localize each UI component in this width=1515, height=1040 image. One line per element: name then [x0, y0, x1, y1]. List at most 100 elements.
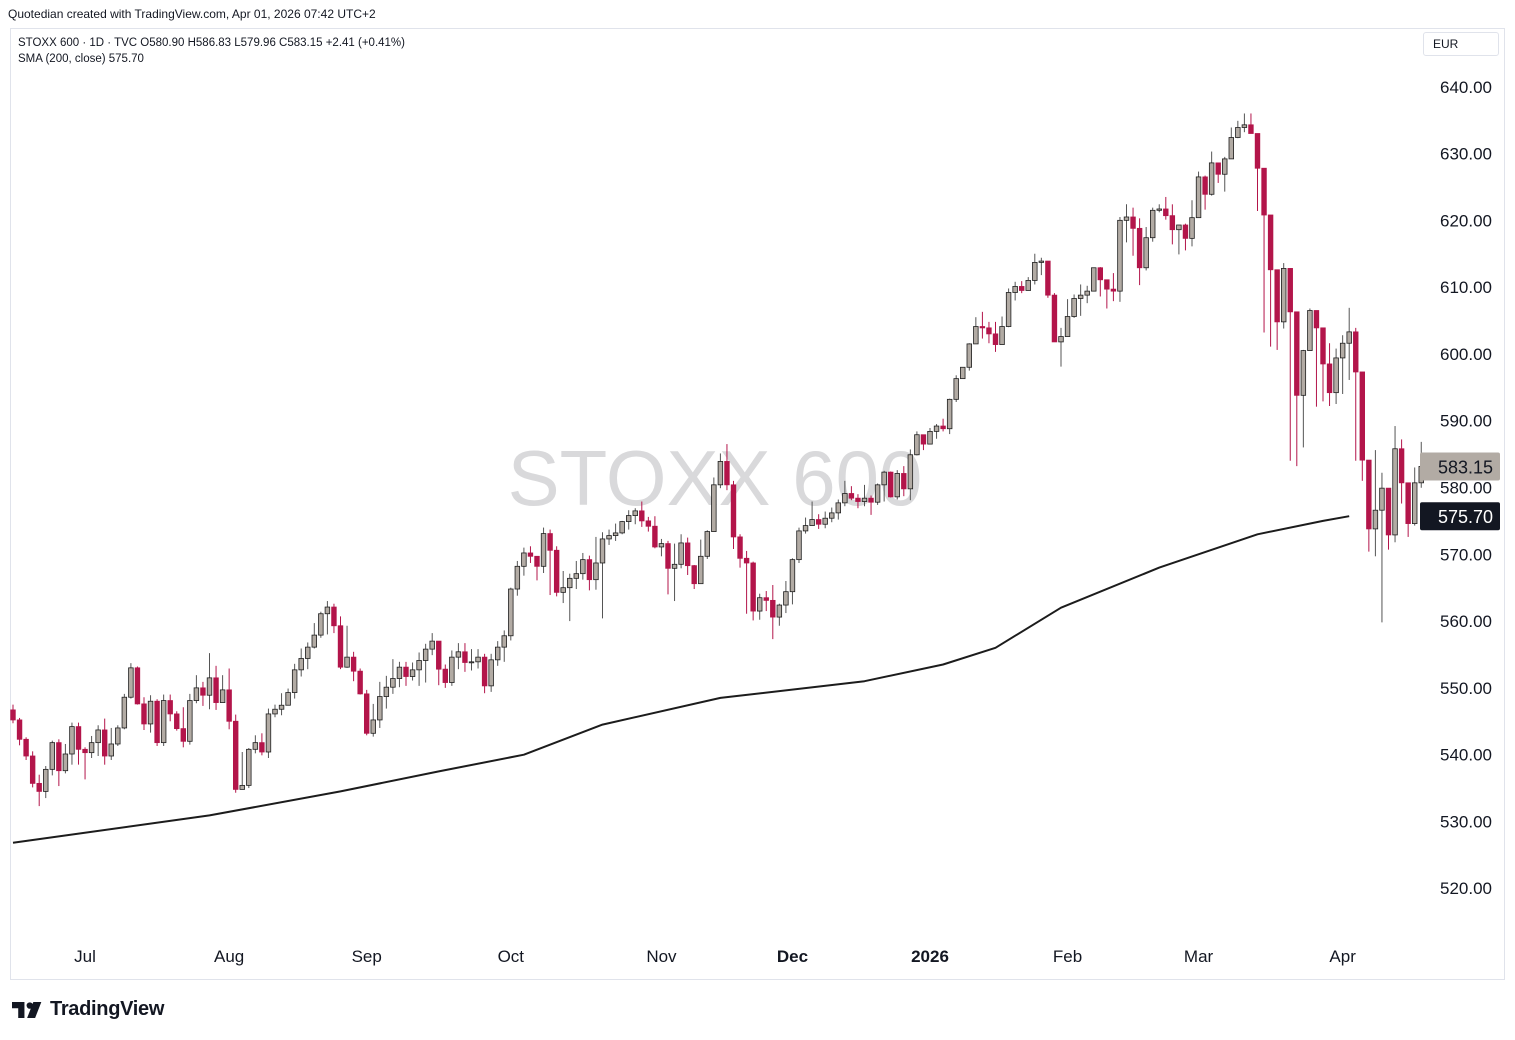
candle	[1136, 218, 1143, 286]
candle	[1366, 459, 1372, 552]
candle-body	[462, 651, 468, 663]
candle-body	[252, 742, 259, 750]
candle-body	[671, 563, 678, 569]
candle	[534, 555, 540, 581]
candle	[960, 366, 966, 380]
candle	[626, 510, 632, 530]
candle	[1398, 439, 1405, 504]
candle	[121, 693, 128, 730]
candle-body	[154, 700, 160, 744]
candle	[704, 530, 710, 559]
candle	[678, 534, 684, 569]
candle	[1110, 273, 1117, 302]
y-axis-label: 540.00	[1440, 746, 1492, 765]
candle-body	[1215, 162, 1221, 175]
candle-body	[442, 668, 448, 683]
candle-body	[809, 519, 815, 526]
candle	[102, 718, 108, 765]
candle	[1346, 307, 1352, 380]
candle	[567, 573, 573, 622]
candle-body	[776, 604, 783, 618]
candle	[383, 675, 390, 709]
candle-body	[390, 678, 396, 688]
candle-body	[888, 471, 894, 498]
candle	[527, 546, 534, 563]
candle	[986, 321, 992, 344]
candle	[1058, 327, 1064, 367]
candle-body	[1032, 262, 1038, 281]
x-axis-label: Aug	[214, 947, 244, 966]
candle-body	[1392, 448, 1398, 536]
candle-body	[1274, 269, 1280, 323]
candle-body	[573, 573, 579, 579]
y-axis-label: 570.00	[1440, 545, 1492, 564]
currency-button[interactable]: EUR	[1423, 32, 1499, 56]
candle	[724, 444, 730, 491]
candle	[43, 766, 49, 799]
candle	[1339, 335, 1346, 394]
candle-body	[141, 703, 147, 725]
candle	[1182, 223, 1189, 251]
candle-body	[115, 727, 121, 745]
candle-body	[1182, 224, 1189, 239]
candle-body	[822, 517, 828, 525]
candle-body	[422, 648, 429, 661]
candle	[337, 616, 344, 670]
candle-body	[940, 425, 946, 430]
candle	[1326, 343, 1333, 407]
candle	[606, 529, 612, 545]
candle-body	[960, 366, 966, 380]
candle	[848, 486, 855, 501]
candle-body	[49, 742, 55, 770]
tradingview-logo[interactable]: TradingView	[12, 998, 164, 1021]
candle	[488, 653, 494, 692]
candle-body	[134, 667, 141, 705]
candle-body	[711, 484, 717, 532]
x-axis-label: 2026	[911, 947, 949, 966]
chart-panel[interactable]	[10, 28, 1505, 980]
candle-body	[23, 738, 29, 757]
candle	[501, 630, 507, 662]
candle	[1294, 311, 1300, 467]
candle-body	[350, 656, 357, 672]
candle-body	[973, 326, 979, 345]
candle	[907, 449, 914, 501]
candle-body	[206, 677, 213, 696]
candle-body	[62, 753, 69, 772]
candle-body	[82, 748, 88, 754]
candle	[219, 675, 226, 703]
candle	[1313, 310, 1320, 407]
candle	[449, 650, 455, 686]
x-axis-label: Mar	[1184, 947, 1214, 966]
candle-body	[678, 542, 684, 565]
candle-body	[815, 519, 822, 525]
candle-body	[1064, 316, 1071, 337]
candle-body	[160, 700, 167, 744]
candle-body	[586, 559, 593, 581]
candle	[1222, 156, 1228, 192]
candle	[10, 704, 16, 724]
candle	[147, 695, 154, 733]
candle-body	[1398, 448, 1405, 484]
candle	[154, 699, 160, 746]
candle-body	[1202, 176, 1208, 195]
candle-body	[874, 484, 881, 503]
candle-body	[56, 742, 62, 772]
candle-body	[246, 748, 252, 786]
candle-body	[1353, 331, 1359, 373]
candle-body	[494, 646, 501, 661]
candle-body	[1267, 214, 1274, 271]
candle	[868, 495, 874, 515]
candle	[1235, 120, 1241, 139]
candle	[1163, 196, 1169, 220]
candle	[357, 668, 363, 695]
candle	[1091, 267, 1097, 292]
tradingview-logo-icon	[12, 1001, 42, 1018]
candle-body	[337, 625, 344, 668]
candle-body	[311, 634, 317, 648]
candle-body	[1254, 133, 1261, 169]
candle-body	[920, 434, 927, 445]
candle-body	[193, 687, 200, 701]
candle-body	[475, 656, 481, 663]
